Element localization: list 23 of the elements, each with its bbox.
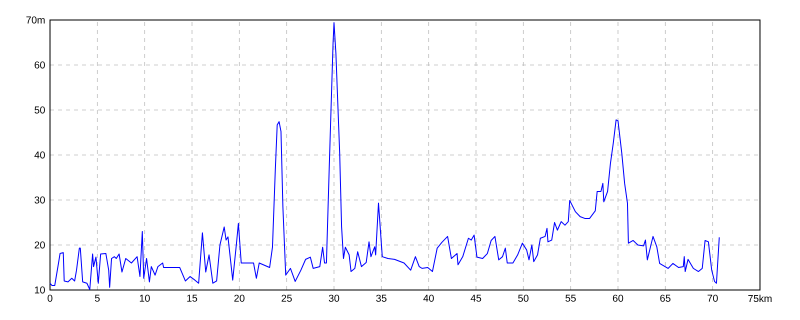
x-tick-label: 40: [423, 294, 434, 302]
y-tick-label: 20: [34, 241, 45, 249]
y-tick-label: 30: [34, 196, 45, 204]
x-tick-label: 60: [612, 294, 624, 302]
y-tick-label: 60: [34, 61, 45, 69]
x-tick-label: 30: [328, 294, 340, 302]
x-tick-label: 65: [660, 294, 670, 302]
x-tick-label: 20: [234, 294, 244, 302]
x-tick-label: 25: [282, 294, 292, 302]
x-tick-label: 10: [140, 294, 150, 302]
x-tick-label: 55: [565, 294, 576, 302]
x-tick-label: 45: [470, 294, 482, 302]
x-tick-label: 35: [376, 294, 386, 302]
x-tick-label: 0: [48, 294, 52, 302]
x-tick-label: 50: [518, 294, 528, 302]
x-tick-label: 75km: [748, 294, 772, 302]
y-tick-label: 50: [34, 106, 45, 114]
x-tick-label: 5: [94, 294, 100, 302]
y-tick-label: 40: [34, 151, 45, 159]
y-tick-label: 10: [34, 286, 45, 294]
y-tick-label: 70m: [26, 16, 45, 24]
x-tick-label: 15: [187, 294, 198, 302]
x-tick-label: 70: [708, 294, 718, 302]
